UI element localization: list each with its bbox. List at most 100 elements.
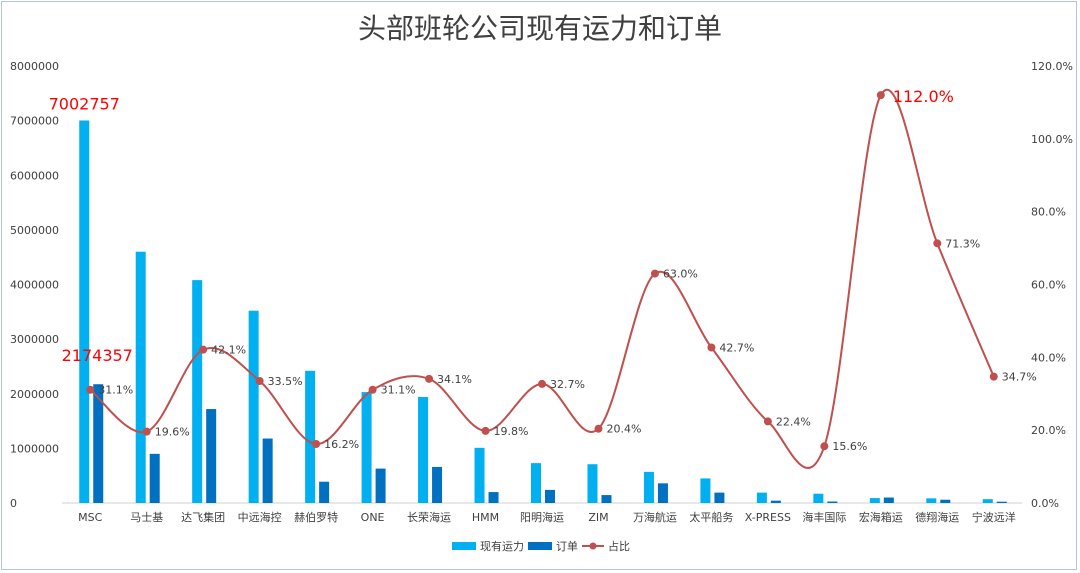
- bar-existing-capacity: [305, 370, 316, 503]
- x-tick-label: 宁波远洋: [972, 510, 1016, 524]
- ratio-label: 42.1%: [211, 344, 246, 357]
- bar-orders: [206, 409, 217, 503]
- ratio-point: [312, 440, 321, 449]
- y-left-tick-label: 8000000: [10, 60, 59, 73]
- x-tick-label: ONE: [361, 511, 385, 524]
- ratio-label: 33.5%: [268, 375, 303, 388]
- bar-orders: [883, 497, 894, 503]
- ratio-line-path: [89, 88, 995, 469]
- ratio-label: 31.1%: [381, 384, 416, 397]
- y-left-tick-label: 0: [10, 497, 17, 510]
- bars: [79, 120, 1007, 503]
- bar-existing-capacity: [926, 498, 937, 503]
- bar-existing-capacity: [192, 280, 203, 503]
- ratio-point: [142, 427, 151, 436]
- bar-orders: [262, 438, 273, 503]
- y-right-tick-label: 40.0%: [1031, 351, 1066, 364]
- ratio-line: [86, 88, 998, 469]
- ratio-point: [255, 377, 264, 386]
- bar-existing-capacity: [813, 493, 824, 503]
- x-tick-label: HMM: [472, 511, 499, 524]
- ratio-label: 112.0%: [893, 87, 954, 106]
- bar-orders: [940, 499, 951, 503]
- bar-orders: [657, 483, 668, 503]
- ratio-point: [199, 345, 208, 354]
- ratio-point: [538, 379, 546, 388]
- x-tick-label: 宏海箱运: [859, 510, 903, 524]
- x-tick-label: MSC: [78, 511, 102, 524]
- ratio-point: [933, 239, 942, 248]
- ratio-label: 22.4%: [776, 415, 811, 428]
- ratio-point: [594, 424, 603, 433]
- y-left-tick-label: 4000000: [10, 279, 59, 292]
- legend-swatch-orders: [528, 542, 552, 550]
- ratio-label: 15.6%: [832, 440, 867, 453]
- bar-existing-capacity: [531, 463, 541, 503]
- y-left-tick-label: 6000000: [10, 169, 59, 182]
- ratio-label: 20.4%: [606, 423, 641, 436]
- ratio-point: [425, 374, 434, 383]
- x-tick-label: 德翔海运: [915, 510, 959, 524]
- chart-title: 头部班轮公司现有运力和订单: [358, 12, 722, 45]
- legend-swatch-ratio-dot: [589, 542, 597, 550]
- x-tick-label: 海丰国际: [802, 510, 846, 524]
- legend: 现有运力 订单 占比: [452, 539, 630, 553]
- axes: 0 1000000 2000000 3000000 4000000 5000000 6000…: [10, 60, 1073, 524]
- ratio-point: [481, 426, 490, 435]
- ratio-label: 32.7%: [550, 378, 585, 391]
- x-tick-label: 赫伯罗特: [294, 510, 338, 524]
- legend-label-orders: 订单: [556, 540, 578, 553]
- ratio-point: [707, 343, 716, 352]
- ratio-point: [876, 91, 885, 100]
- x-tick-label: 长荣海运: [407, 510, 451, 524]
- bar-existing-capacity: [248, 310, 259, 503]
- ratio-label: 42.7%: [719, 342, 754, 355]
- bar-orders: [149, 453, 160, 503]
- ratio-point: [86, 385, 95, 394]
- y-left-tick-label: 5000000: [10, 224, 59, 237]
- ratio-label: 63.0%: [663, 268, 698, 281]
- bar-orders: [714, 492, 725, 503]
- bar-existing-capacity: [869, 498, 880, 503]
- legend-label-existing: 现有运力: [480, 539, 524, 553]
- bar-existing-capacity: [643, 471, 654, 503]
- ratio-label: 71.3%: [945, 237, 980, 250]
- y-right-tick-label: 100.0%: [1031, 133, 1073, 146]
- bar-orders: [601, 495, 612, 503]
- data-labels: 31.1% 19.6% 42.1% 33.5% 16.2% 31.1% 34.1% 19.8%…: [49, 87, 1037, 453]
- ratio-label: 19.6%: [155, 426, 190, 439]
- bar-existing-capacity: [361, 392, 372, 503]
- bar-orders: [488, 492, 499, 503]
- bar-existing-capacity: [79, 120, 90, 503]
- bar-orders: [432, 466, 443, 503]
- y-right-tick-label: 0.0%: [1031, 497, 1059, 510]
- y-right-tick-label: 120.0%: [1031, 60, 1073, 73]
- bar-orders: [996, 501, 1007, 503]
- ratio-label: 31.1%: [98, 384, 133, 397]
- bar-existing-capacity: [135, 251, 146, 503]
- legend-label-ratio: 占比: [608, 539, 630, 553]
- y-left-tick-label: 3000000: [10, 333, 59, 346]
- bar-orders: [93, 384, 104, 503]
- y-right-tick-label: 80.0%: [1031, 206, 1066, 219]
- ratio-point: [763, 417, 772, 426]
- ratio-label: 16.2%: [324, 438, 359, 451]
- bar-orders: [319, 481, 330, 503]
- ratio-label: 34.7%: [1002, 371, 1037, 384]
- x-tick-label: 太平船务: [689, 510, 733, 524]
- y-left-tick-label: 2000000: [10, 388, 59, 401]
- ratio-label: 34.1%: [437, 373, 472, 386]
- bar-existing-capacity: [700, 478, 711, 503]
- bar-existing-capacity: [982, 499, 993, 503]
- x-tick-label: 阳明海运: [520, 510, 564, 524]
- ratio-point: [650, 269, 659, 278]
- ratio-point: [368, 385, 377, 394]
- y-left-tick-label: 7000000: [10, 115, 59, 128]
- bar-label-orders: 2174357: [62, 346, 133, 365]
- bar-orders: [827, 501, 838, 503]
- ratio-point: [989, 372, 998, 381]
- x-tick-label: X-PRESS: [745, 511, 791, 524]
- y-right-tick-label: 60.0%: [1031, 279, 1066, 292]
